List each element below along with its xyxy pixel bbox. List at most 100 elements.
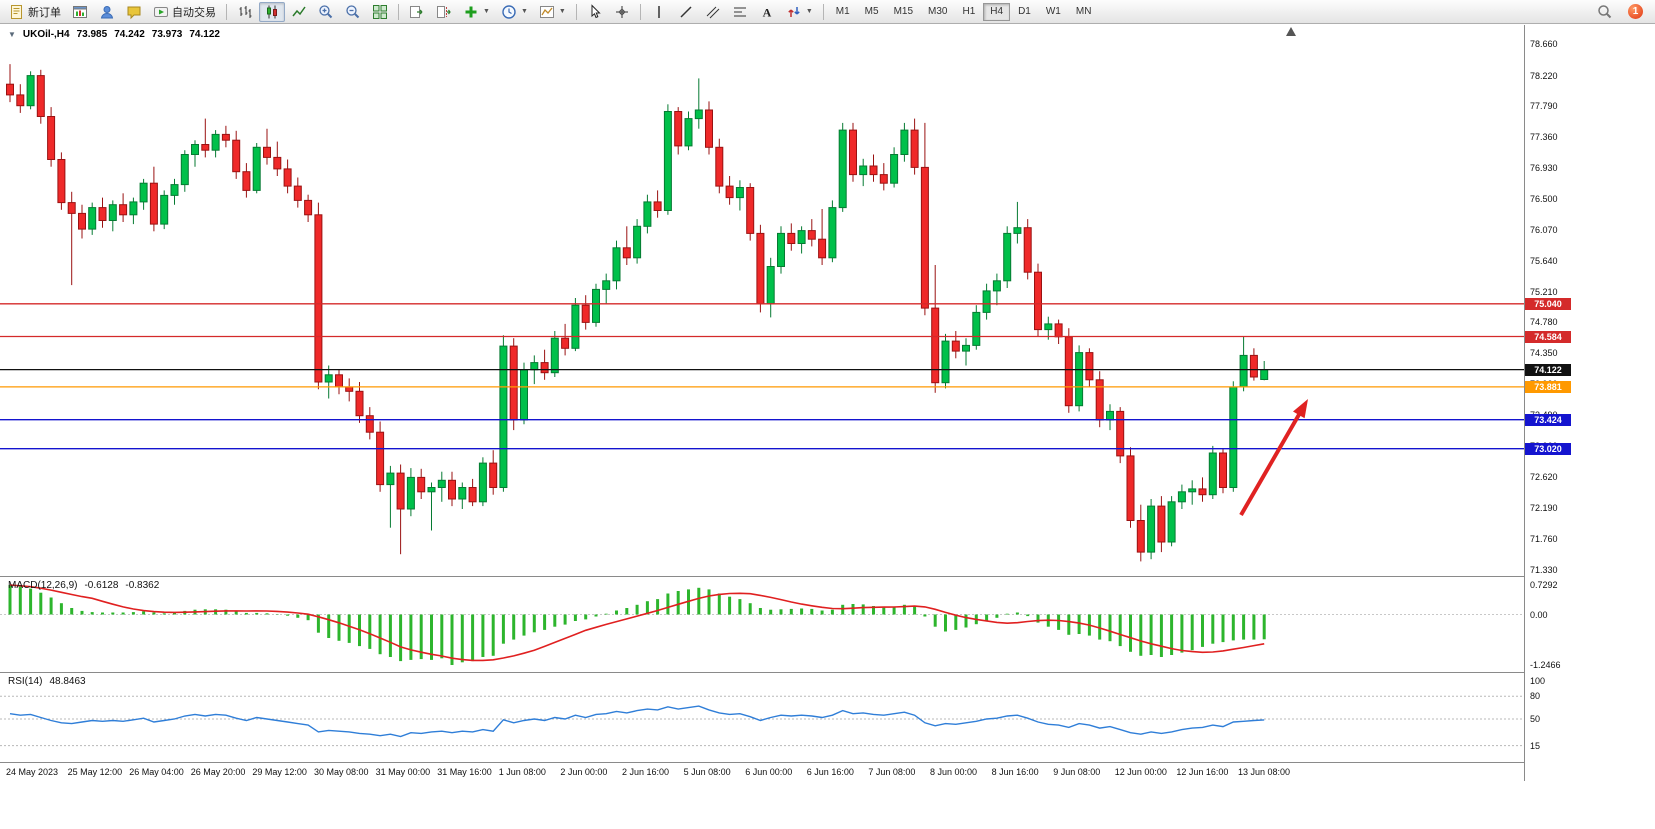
auto-scroll-icon: [409, 4, 425, 20]
macd-chart-canvas[interactable]: [0, 577, 1524, 672]
macd-signal-line: [9, 584, 1265, 662]
time-axis-label: 24 May 2023: [6, 767, 59, 777]
price-axis-label: 72.620: [1530, 472, 1558, 483]
indicators-button[interactable]: ▼: [458, 2, 495, 22]
autotrade-play-icon: [153, 4, 169, 20]
svg-text:A: A: [762, 5, 771, 19]
rsi-axis-label: 50: [1530, 714, 1541, 724]
rsi-axis-label: 80: [1530, 691, 1541, 702]
time-axis-label: 7 Jun 08:00: [868, 767, 916, 777]
macd-axis-label: 0.00: [1530, 609, 1548, 620]
templates-button[interactable]: ▼: [534, 2, 571, 22]
vertical-line-icon: [651, 4, 667, 20]
line-chart-icon: [291, 4, 307, 20]
auto-scroll-button[interactable]: [404, 2, 430, 22]
time-axis-label: 31 May 16:00: [437, 767, 492, 777]
text-button[interactable]: A: [754, 2, 780, 22]
time-axis-label: 2 Jun 00:00: [560, 767, 608, 777]
chevron-down-icon: ▼: [483, 8, 490, 15]
time-axis-label: 6 Jun 00:00: [745, 767, 793, 777]
candles-layer: [6, 64, 1269, 562]
timeframe-mn-button[interactable]: MN: [1075, 6, 1092, 17]
price-axis-label: 76.930: [1530, 163, 1558, 174]
candlestick-icon: [264, 4, 280, 20]
candlestick-chart-canvas[interactable]: [0, 25, 1524, 576]
price-axis-label: 78.660: [1530, 39, 1558, 49]
symbol-period-label: UKOil-,H4: [22, 29, 70, 40]
arrows-button[interactable]: ▼: [781, 2, 818, 22]
notification-badge[interactable]: 1: [1628, 4, 1643, 19]
bar-chart-type-button[interactable]: [232, 2, 258, 22]
cursor-icon: [587, 3, 603, 20]
one-click-trading-toggle[interactable]: ▼: [8, 30, 16, 39]
price-axis-label: 77.790: [1530, 101, 1558, 112]
timeframe-h1-button[interactable]: H1: [962, 6, 976, 17]
zoom-out-button[interactable]: [340, 2, 366, 22]
price-axis-label: 71.760: [1530, 534, 1558, 545]
line-chart-type-button[interactable]: [286, 2, 312, 22]
new-order-icon: [9, 4, 25, 20]
price-line-label: 75.040: [1525, 297, 1571, 310]
timeframe-m5-button[interactable]: M5: [864, 6, 879, 17]
chart-shift-icon: [436, 4, 452, 20]
price-axis-label: 74.780: [1530, 317, 1558, 328]
chevron-down-icon: ▼: [805, 8, 813, 15]
timeframe-m1-button[interactable]: M1: [835, 6, 850, 17]
candle-chart-type-button[interactable]: [259, 1, 285, 22]
time-axis-label: 29 May 12:00: [252, 767, 307, 777]
profile-button[interactable]: [94, 2, 120, 22]
community-icon: [126, 4, 142, 20]
main-price-pane[interactable]: ▼ UKOil-,H4 73.985 74.242 73.973 74.122: [0, 25, 1524, 577]
timeframe-w1-button[interactable]: W1: [1045, 6, 1061, 17]
toolbar-right-group: 1: [1592, 2, 1651, 22]
price-line-label: 74.122: [1525, 363, 1571, 376]
search-button[interactable]: [1592, 2, 1618, 22]
timeframe-m15-button[interactable]: M15: [893, 6, 914, 17]
price-axis-label: 76.070: [1530, 224, 1558, 235]
time-axis-label: 25 May 12:00: [67, 767, 123, 777]
toolbar-separator: [639, 3, 641, 20]
price-axis-label: 72.190: [1530, 503, 1558, 514]
chevron-down-icon: ▼: [520, 8, 528, 15]
channel-icon: [705, 4, 721, 20]
crosshair-button[interactable]: [609, 2, 635, 22]
time-axis-label: 8 Jun 16:00: [991, 767, 1039, 777]
chart-window-icon: [72, 4, 88, 20]
rsi-axis-label: 15: [1530, 740, 1541, 751]
time-axis-label: 13 Jun 08:00: [1238, 767, 1291, 777]
channel-button[interactable]: [700, 2, 726, 22]
toolbar-separator: [398, 3, 399, 20]
timeframe-h4-button[interactable]: H4: [983, 2, 1011, 21]
time-axis[interactable]: 24 May 2023 25 May 12:00 26 May 04:00 26 Ma…: [0, 763, 1524, 781]
toolbar-separator: [575, 3, 577, 20]
rsi-name: RSI(14): [8, 676, 43, 687]
cursor-button[interactable]: [582, 2, 608, 22]
price-axis-label: 74.350: [1530, 348, 1558, 359]
community-button[interactable]: [121, 2, 147, 22]
macd-signal-value: -0.8362: [125, 580, 160, 591]
time-axis-label: 6 Jun 16:00: [806, 767, 854, 777]
timeframe-m30-button[interactable]: M30: [928, 6, 948, 17]
fibonacci-button[interactable]: [727, 2, 753, 22]
periods-button[interactable]: ▼: [496, 2, 533, 22]
price-line-label: 73.881: [1525, 380, 1571, 393]
trendline-button[interactable]: [673, 2, 699, 22]
zoom-in-button[interactable]: [313, 2, 339, 22]
add-indicator-icon: [463, 4, 479, 20]
rsi-chart-canvas[interactable]: [0, 673, 1524, 762]
autotrade-button[interactable]: 自动交易: [148, 2, 221, 22]
price-axis-label: 75.210: [1530, 286, 1558, 297]
high-value: 74.242: [114, 29, 145, 40]
timeframe-d1-button[interactable]: D1: [1018, 6, 1031, 17]
price-axis[interactable]: 78.660 78.220 77.790 77.360 76.930 76.500 76.0…: [1524, 25, 1655, 781]
new-order-button[interactable]: 新订单: [4, 2, 66, 22]
tile-windows-button[interactable]: [367, 2, 393, 22]
vertical-line-button[interactable]: [646, 2, 672, 22]
macd-pane[interactable]: MACD(12,26,9) -0.6128 -0.8362: [0, 577, 1524, 673]
rsi-pane[interactable]: RSI(14) 48.8463: [0, 673, 1524, 763]
time-axis-label: 5 Jun 08:00: [683, 767, 731, 777]
charts-window-button[interactable]: [67, 2, 93, 22]
arrows-icon: [786, 4, 802, 20]
low-value: 73.973: [151, 29, 183, 40]
chart-shift-button[interactable]: [431, 2, 457, 22]
